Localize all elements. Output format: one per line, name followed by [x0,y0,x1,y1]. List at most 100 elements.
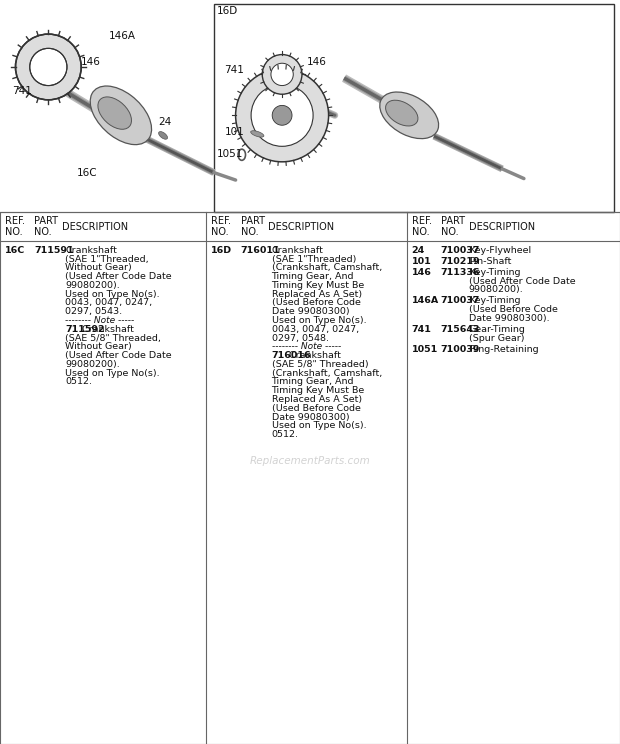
Ellipse shape [16,34,81,100]
Text: Ring-Retaining: Ring-Retaining [469,344,538,353]
Text: 710037: 710037 [441,296,480,305]
Ellipse shape [91,86,151,144]
Text: 24: 24 [412,246,425,254]
Text: (SAE 5/8" Threaded): (SAE 5/8" Threaded) [272,360,368,369]
Text: Crankshaft: Crankshaft [272,246,324,254]
Text: DESCRIPTION: DESCRIPTION [469,222,535,231]
Text: 99080200).: 99080200). [65,360,120,369]
Text: REF.
NO.: REF. NO. [5,216,25,237]
Text: Key-Timing: Key-Timing [469,296,520,305]
Ellipse shape [236,69,329,162]
Text: Date 99080300): Date 99080300) [272,413,349,422]
Ellipse shape [262,54,302,94]
Text: Replaced As A Set): Replaced As A Set) [272,395,361,404]
Text: 716011: 716011 [241,246,280,254]
Text: PART
NO.: PART NO. [441,216,465,237]
Text: Date 99080300): Date 99080300) [272,307,349,316]
Text: (Crankshaft, Camshaft,: (Crankshaft, Camshaft, [272,369,382,378]
Text: 99080200).: 99080200). [469,286,523,295]
Ellipse shape [159,132,167,139]
Text: 99080200).: 99080200). [65,281,120,290]
Ellipse shape [386,100,418,126]
Text: 711591: 711591 [34,246,74,254]
Text: Timing Gear, And: Timing Gear, And [272,272,354,281]
Text: Used on Type No(s).: Used on Type No(s). [65,289,160,298]
Ellipse shape [98,97,131,129]
Ellipse shape [251,84,313,147]
Text: ReplacementParts.com: ReplacementParts.com [250,456,370,466]
Text: 16D: 16D [217,6,238,16]
Ellipse shape [30,48,67,86]
Text: 741: 741 [412,325,432,334]
Text: Used on Type No(s).: Used on Type No(s). [272,421,366,430]
Text: 0297, 0543.: 0297, 0543. [65,307,122,316]
Text: (Spur Gear): (Spur Gear) [469,334,525,343]
Ellipse shape [272,106,292,125]
Text: PART
NO.: PART NO. [34,216,58,237]
Text: Timing Key Must Be: Timing Key Must Be [272,386,365,395]
Text: (Used After Code Date: (Used After Code Date [65,351,172,360]
Text: PART
NO.: PART NO. [241,216,265,237]
Text: 16D: 16D [211,246,232,254]
Text: (Used Before Code: (Used Before Code [272,404,360,413]
Text: Pin-Shaft: Pin-Shaft [469,257,511,266]
Text: Date 99080300).: Date 99080300). [469,314,549,323]
Text: REF.
NO.: REF. NO. [211,216,231,237]
Bar [214,4,614,212]
Text: Without Gear): Without Gear) [65,263,132,272]
Text: Used on Type No(s).: Used on Type No(s). [65,369,160,378]
Ellipse shape [30,48,67,86]
Text: 16C: 16C [77,167,97,178]
Text: Gear-Timing: Gear-Timing [469,325,526,334]
Text: Timing Gear, And: Timing Gear, And [272,377,354,386]
Ellipse shape [271,63,293,86]
Text: 0043, 0047, 0247,: 0043, 0047, 0247, [65,298,153,307]
Text: 146: 146 [81,57,100,67]
Text: (Used Before Code: (Used Before Code [272,298,360,307]
Text: -------- Note -----: -------- Note ----- [65,316,135,325]
Text: (SAE 1"Threaded,: (SAE 1"Threaded, [65,254,149,263]
Text: 146A: 146A [412,296,439,305]
Text: 716016: 716016 [272,351,311,360]
Text: 24: 24 [159,117,172,127]
Text: 710219: 710219 [441,257,480,266]
Text: 741: 741 [224,65,244,75]
Text: Crankshaft: Crankshaft [79,325,134,334]
Ellipse shape [250,131,264,137]
Text: Without Gear): Without Gear) [65,342,132,351]
Text: 16C: 16C [5,246,25,254]
Text: Timing Key Must Be: Timing Key Must Be [272,281,365,290]
Text: (Used After Code Date: (Used After Code Date [469,277,575,286]
Text: REF.
NO.: REF. NO. [412,216,432,237]
Text: 1051: 1051 [412,344,438,353]
Text: 1051: 1051 [217,149,244,159]
Text: (Used Before Code: (Used Before Code [469,305,557,314]
Text: (Crankshaft, Camshaft,: (Crankshaft, Camshaft, [272,263,382,272]
Text: 711336: 711336 [441,268,480,277]
Text: DESCRIPTION: DESCRIPTION [268,222,335,231]
Text: 146: 146 [307,57,327,68]
Text: 101: 101 [224,127,244,138]
Text: Used on Type No(s).: Used on Type No(s). [272,316,366,325]
Text: 101: 101 [412,257,432,266]
Text: Crankshaft: Crankshaft [286,351,340,360]
Text: -------- Note -----: -------- Note ----- [272,342,341,351]
Text: 0043, 0047, 0247,: 0043, 0047, 0247, [272,325,359,334]
Text: 710039: 710039 [441,344,480,353]
Text: 146: 146 [412,268,432,277]
Text: (SAE 1"Threaded): (SAE 1"Threaded) [272,254,356,263]
Text: 0512.: 0512. [272,430,299,439]
Text: DESCRIPTION: DESCRIPTION [62,222,128,231]
Text: Key-Flywheel: Key-Flywheel [469,246,531,254]
Text: 0297, 0548.: 0297, 0548. [272,333,329,342]
Text: Crankshaft: Crankshaft [65,246,117,254]
Text: (SAE 5/8" Threaded,: (SAE 5/8" Threaded, [65,333,161,342]
Text: 715643: 715643 [441,325,480,334]
Text: 0512.: 0512. [65,377,92,386]
Text: Key-Timing: Key-Timing [469,268,520,277]
Text: 710037: 710037 [441,246,480,254]
Text: (Used After Code Date: (Used After Code Date [65,272,172,281]
Text: 711592: 711592 [65,325,105,334]
Bar [0,212,620,744]
Text: 741: 741 [12,86,32,96]
